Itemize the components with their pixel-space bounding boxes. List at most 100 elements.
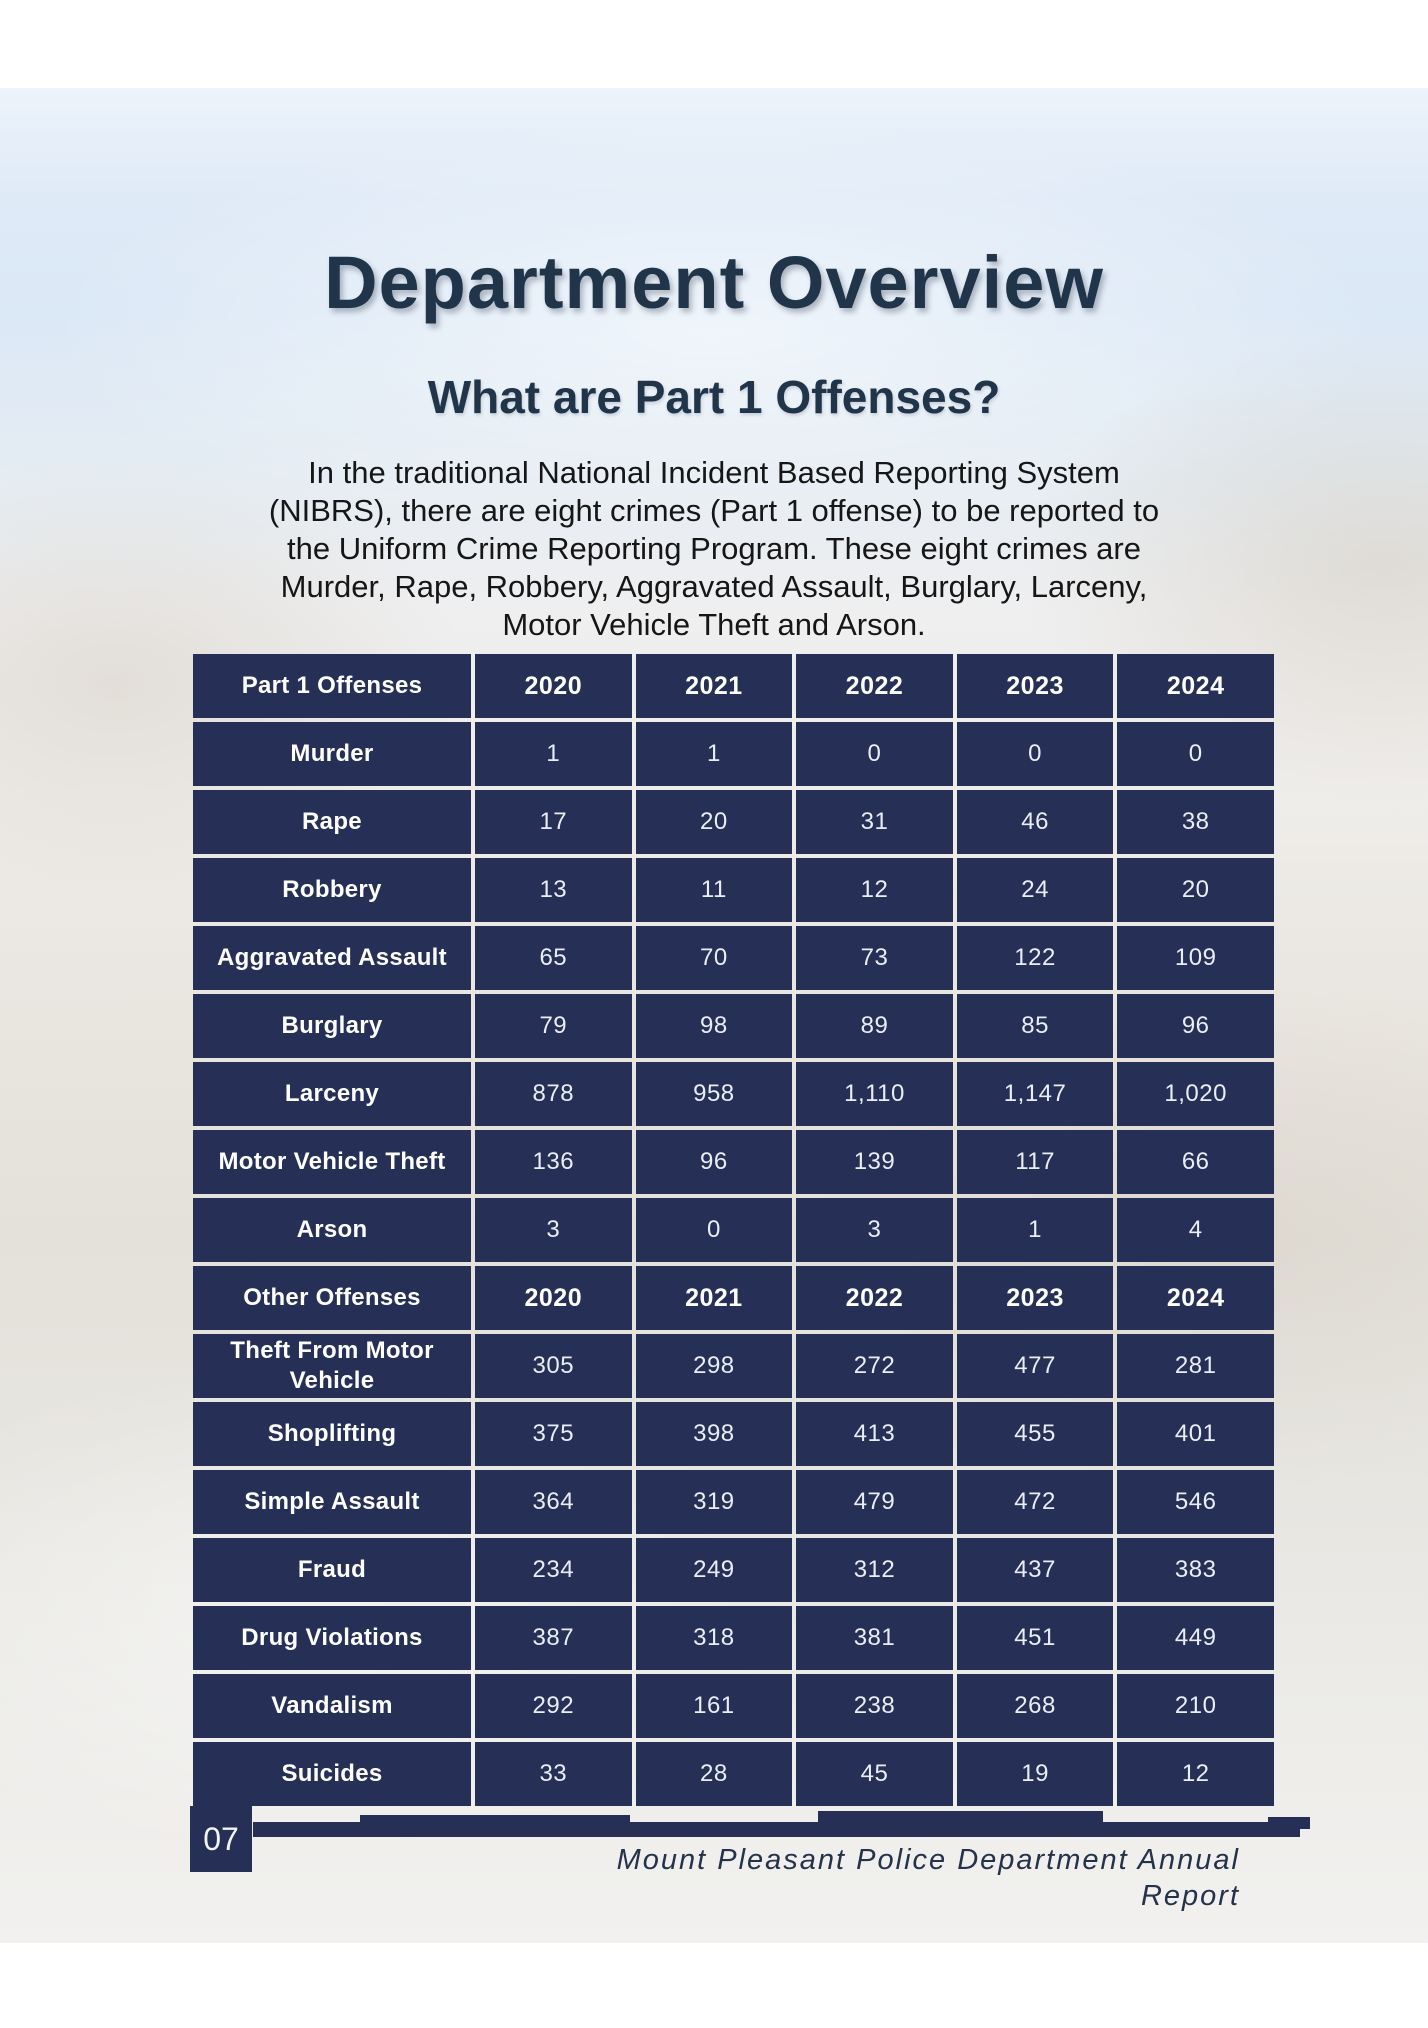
value-cell: 449 bbox=[1117, 1606, 1274, 1670]
year-header-cell: 2023 bbox=[956, 1266, 1114, 1330]
value-cell: 65 bbox=[475, 926, 632, 990]
footer-divider-bar bbox=[253, 1822, 1300, 1837]
offenses-table: Part 1 Offenses 2020 2021 2022 2023 2024 Murde… bbox=[189, 650, 1278, 1810]
value-cell: 0 bbox=[635, 1198, 793, 1262]
offense-label-cell: Shoplifting bbox=[193, 1402, 471, 1466]
table-row: Arson 3 0 3 1 4 bbox=[193, 1198, 1274, 1262]
year-header-cell: 2022 bbox=[796, 654, 953, 718]
table-row: Larceny 878 958 1,110 1,147 1,020 bbox=[193, 1062, 1274, 1126]
value-cell: 33 bbox=[475, 1742, 632, 1806]
value-cell: 451 bbox=[956, 1606, 1114, 1670]
offense-label-cell: Fraud bbox=[193, 1538, 471, 1602]
value-cell: 1 bbox=[475, 722, 632, 786]
value-cell: 479 bbox=[796, 1470, 953, 1534]
value-cell: 136 bbox=[475, 1130, 632, 1194]
offense-label-cell: Robbery bbox=[193, 858, 471, 922]
value-cell: 401 bbox=[1117, 1402, 1274, 1466]
offense-label-cell: Arson bbox=[193, 1198, 471, 1262]
offense-label-cell: Larceny bbox=[193, 1062, 471, 1126]
footer-report-title: Mount Pleasant Police Department Annual … bbox=[616, 1844, 1240, 1912]
value-cell: 1,110 bbox=[796, 1062, 953, 1126]
value-cell: 292 bbox=[475, 1674, 632, 1738]
table-row: Vandalism 292 161 238 268 210 bbox=[193, 1674, 1274, 1738]
value-cell: 305 bbox=[475, 1334, 632, 1398]
footer-divider-bar-segment bbox=[818, 1811, 1103, 1825]
table-section-header-row: Part 1 Offenses 2020 2021 2022 2023 2024 bbox=[193, 654, 1274, 718]
value-cell: 238 bbox=[796, 1674, 953, 1738]
section-title-cell: Other Offenses bbox=[193, 1266, 471, 1330]
intro-paragraph: In the traditional National Incident Bas… bbox=[268, 455, 1160, 642]
table-row: Aggravated Assault 65 70 73 122 109 bbox=[193, 926, 1274, 990]
value-cell: 477 bbox=[956, 1334, 1114, 1398]
year-header-cell: 2021 bbox=[635, 654, 793, 718]
table-section-header-row: Other Offenses 2020 2021 2022 2023 2024 bbox=[193, 1266, 1274, 1330]
value-cell: 318 bbox=[635, 1606, 793, 1670]
value-cell: 12 bbox=[1117, 1742, 1274, 1806]
offense-label-cell: Suicides bbox=[193, 1742, 471, 1806]
value-cell: 13 bbox=[475, 858, 632, 922]
value-cell: 1 bbox=[635, 722, 793, 786]
value-cell: 3 bbox=[796, 1198, 953, 1262]
value-cell: 319 bbox=[635, 1470, 793, 1534]
value-cell: 472 bbox=[956, 1470, 1114, 1534]
table-row: Robbery 13 11 12 24 20 bbox=[193, 858, 1274, 922]
value-cell: 312 bbox=[796, 1538, 953, 1602]
table-row: Burglary 79 98 89 85 96 bbox=[193, 994, 1274, 1058]
value-cell: 38 bbox=[1117, 790, 1274, 854]
table-row: Fraud 234 249 312 437 383 bbox=[193, 1538, 1274, 1602]
value-cell: 89 bbox=[796, 994, 953, 1058]
table-row: Murder 1 1 0 0 0 bbox=[193, 722, 1274, 786]
value-cell: 298 bbox=[635, 1334, 793, 1398]
section-title-cell: Part 1 Offenses bbox=[193, 654, 471, 718]
value-cell: 958 bbox=[635, 1062, 793, 1126]
value-cell: 437 bbox=[956, 1538, 1114, 1602]
offense-label-cell: Simple Assault bbox=[193, 1470, 471, 1534]
year-header-cell: 2023 bbox=[956, 654, 1114, 718]
value-cell: 66 bbox=[1117, 1130, 1274, 1194]
value-cell: 12 bbox=[796, 858, 953, 922]
value-cell: 96 bbox=[635, 1130, 793, 1194]
value-cell: 268 bbox=[956, 1674, 1114, 1738]
value-cell: 73 bbox=[796, 926, 953, 990]
value-cell: 98 bbox=[635, 994, 793, 1058]
page-title: Department Overview bbox=[324, 241, 1104, 324]
value-cell: 364 bbox=[475, 1470, 632, 1534]
value-cell: 139 bbox=[796, 1130, 953, 1194]
year-header-cell: 2020 bbox=[475, 1266, 632, 1330]
value-cell: 383 bbox=[1117, 1538, 1274, 1602]
value-cell: 0 bbox=[1117, 722, 1274, 786]
value-cell: 45 bbox=[796, 1742, 953, 1806]
value-cell: 0 bbox=[796, 722, 953, 786]
value-cell: 24 bbox=[956, 858, 1114, 922]
value-cell: 3 bbox=[475, 1198, 632, 1262]
value-cell: 0 bbox=[956, 722, 1114, 786]
table-row: Suicides 33 28 45 19 12 bbox=[193, 1742, 1274, 1806]
value-cell: 85 bbox=[956, 994, 1114, 1058]
offense-label-cell: Drug Violations bbox=[193, 1606, 471, 1670]
value-cell: 11 bbox=[635, 858, 793, 922]
table-row: Motor Vehicle Theft 136 96 139 117 66 bbox=[193, 1130, 1274, 1194]
value-cell: 281 bbox=[1117, 1334, 1274, 1398]
value-cell: 4 bbox=[1117, 1198, 1274, 1262]
value-cell: 381 bbox=[796, 1606, 953, 1670]
year-header-cell: 2024 bbox=[1117, 654, 1274, 718]
offense-label-cell: Rape bbox=[193, 790, 471, 854]
value-cell: 109 bbox=[1117, 926, 1274, 990]
value-cell: 46 bbox=[956, 790, 1114, 854]
value-cell: 20 bbox=[635, 790, 793, 854]
value-cell: 161 bbox=[635, 1674, 793, 1738]
value-cell: 70 bbox=[635, 926, 793, 990]
footer-divider-bar-segment bbox=[360, 1815, 630, 1825]
value-cell: 122 bbox=[956, 926, 1114, 990]
page-number-badge: 07 bbox=[190, 1806, 252, 1872]
value-cell: 546 bbox=[1117, 1470, 1274, 1534]
table-row: Rape 17 20 31 46 38 bbox=[193, 790, 1274, 854]
value-cell: 878 bbox=[475, 1062, 632, 1126]
value-cell: 210 bbox=[1117, 1674, 1274, 1738]
year-header-cell: 2020 bbox=[475, 654, 632, 718]
value-cell: 1,020 bbox=[1117, 1062, 1274, 1126]
offense-label-cell: Aggravated Assault bbox=[193, 926, 471, 990]
value-cell: 413 bbox=[796, 1402, 953, 1466]
value-cell: 17 bbox=[475, 790, 632, 854]
